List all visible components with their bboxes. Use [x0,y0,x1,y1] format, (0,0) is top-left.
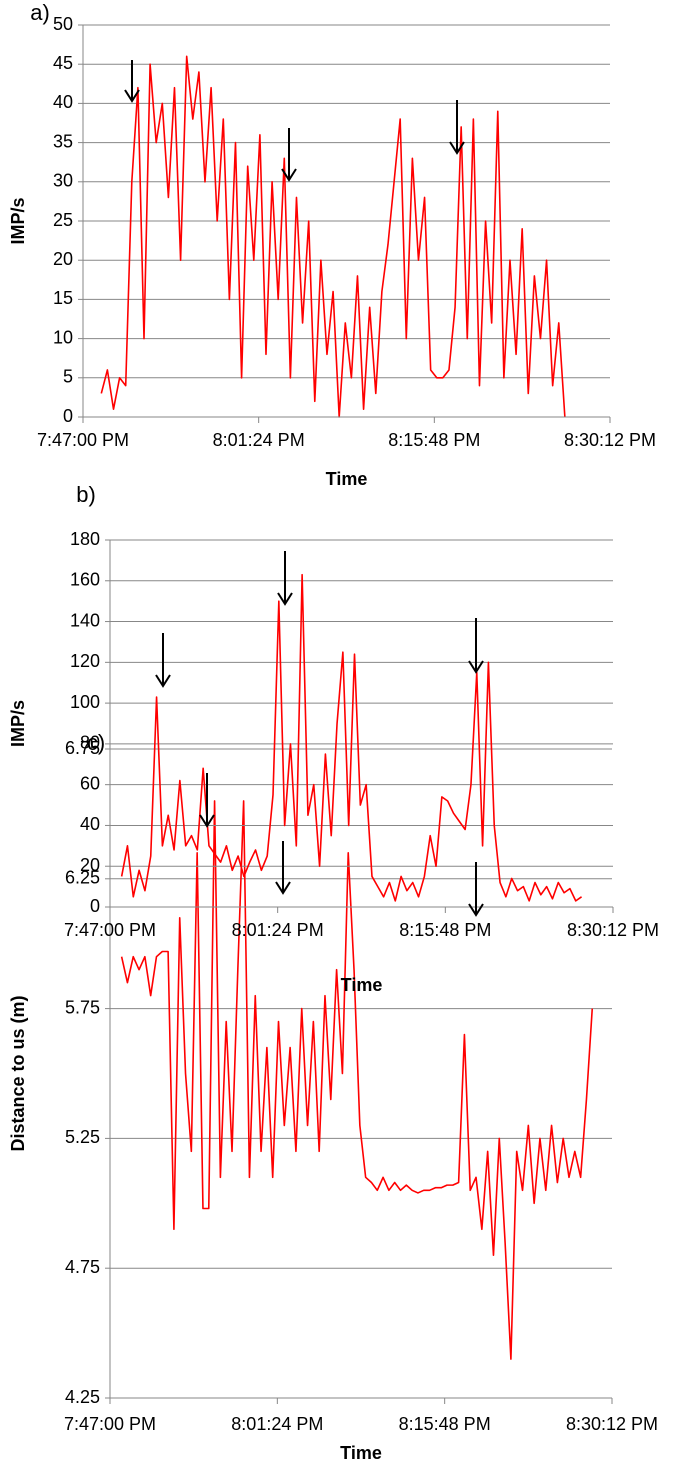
arrow [199,773,215,828]
y-tick-label: 100 [70,692,100,712]
y-tick-label: 30 [53,171,73,191]
data-line [120,800,594,1360]
arrow [124,60,140,103]
arrow [449,100,465,155]
y-tick-label: 140 [70,610,100,630]
chart-panel: a) 0 5 10 15 20 25 30 35 40 45 50 7:47:00 PM 8:01:24 … [8,0,656,489]
data-line [100,55,566,418]
x-tick-label: 8:30:12 PM [564,430,656,450]
y-tick-label: 5.75 [65,997,100,1017]
y-tick-label: 160 [70,570,100,590]
arrow [155,633,171,688]
y-tick-label: 180 [70,529,100,549]
y-tick-label: 6.75 [65,738,100,758]
arrow [277,551,293,606]
y-tick-label: 45 [53,53,73,73]
y-tick-label: 5.25 [65,1127,100,1147]
data-line [120,573,583,902]
y-tick-label: 4.25 [65,1387,100,1407]
x-tick-label: 8:01:24 PM [232,920,324,940]
y-axis-title: Distance to us (m) [8,995,28,1151]
x-axis-title: Time [341,975,383,995]
y-tick-label: 120 [70,651,100,671]
x-axis-title: Time [340,1443,382,1463]
arrow [275,841,291,895]
y-tick-label: 0 [90,896,100,916]
panel-label: a) [30,0,50,25]
y-tick-label: 6.25 [65,868,100,888]
x-tick-label: 7:47:00 PM [64,1414,156,1434]
y-tick-label: 4.75 [65,1257,100,1277]
y-axis-title: IMP/s [8,197,28,244]
panel-label: c) [87,730,105,755]
y-tick-label: 35 [53,131,73,151]
x-tick-label: 8:01:24 PM [213,430,305,450]
y-tick-label: 5 [63,367,73,387]
y-tick-label: 40 [80,814,100,834]
x-tick-label: 7:47:00 PM [37,430,129,450]
x-tick-label: 8:30:12 PM [567,920,659,940]
y-tick-label: 60 [80,773,100,793]
y-tick-label: 40 [53,92,73,112]
y-tick-label: 20 [53,249,73,269]
x-tick-label: 7:47:00 PM [64,920,156,940]
x-tick-label: 8:01:24 PM [231,1414,323,1434]
chart-panel: b) 0 20 40 60 80 100 120 140 160 180 7:47:00 PM 8:01… [8,482,659,995]
arrow [468,618,484,674]
y-tick-label: 25 [53,210,73,230]
x-tick-label: 8:15:48 PM [399,1414,491,1434]
y-axis-title: IMP/s [8,700,28,747]
y-tick-label: 15 [53,288,73,308]
y-tick-label: 10 [53,327,73,347]
x-tick-label: 8:15:48 PM [388,430,480,450]
x-tick-label: 8:30:12 PM [566,1414,658,1434]
panel-label: b) [76,482,96,507]
y-tick-label: 50 [53,14,73,34]
y-tick-label: 0 [63,406,73,426]
x-tick-label: 8:15:48 PM [399,920,491,940]
x-axis-title: Time [326,469,368,489]
chart-panel: c) 4.25 4.75 5.25 5.75 6.25 6.75 7:47:00 PM 8:01… [8,730,658,1463]
arrow [468,862,484,917]
arrows [124,60,484,917]
arrow [281,128,297,182]
y-tick-label: 20 [80,855,100,875]
y-tick-label: 80 [80,733,100,753]
